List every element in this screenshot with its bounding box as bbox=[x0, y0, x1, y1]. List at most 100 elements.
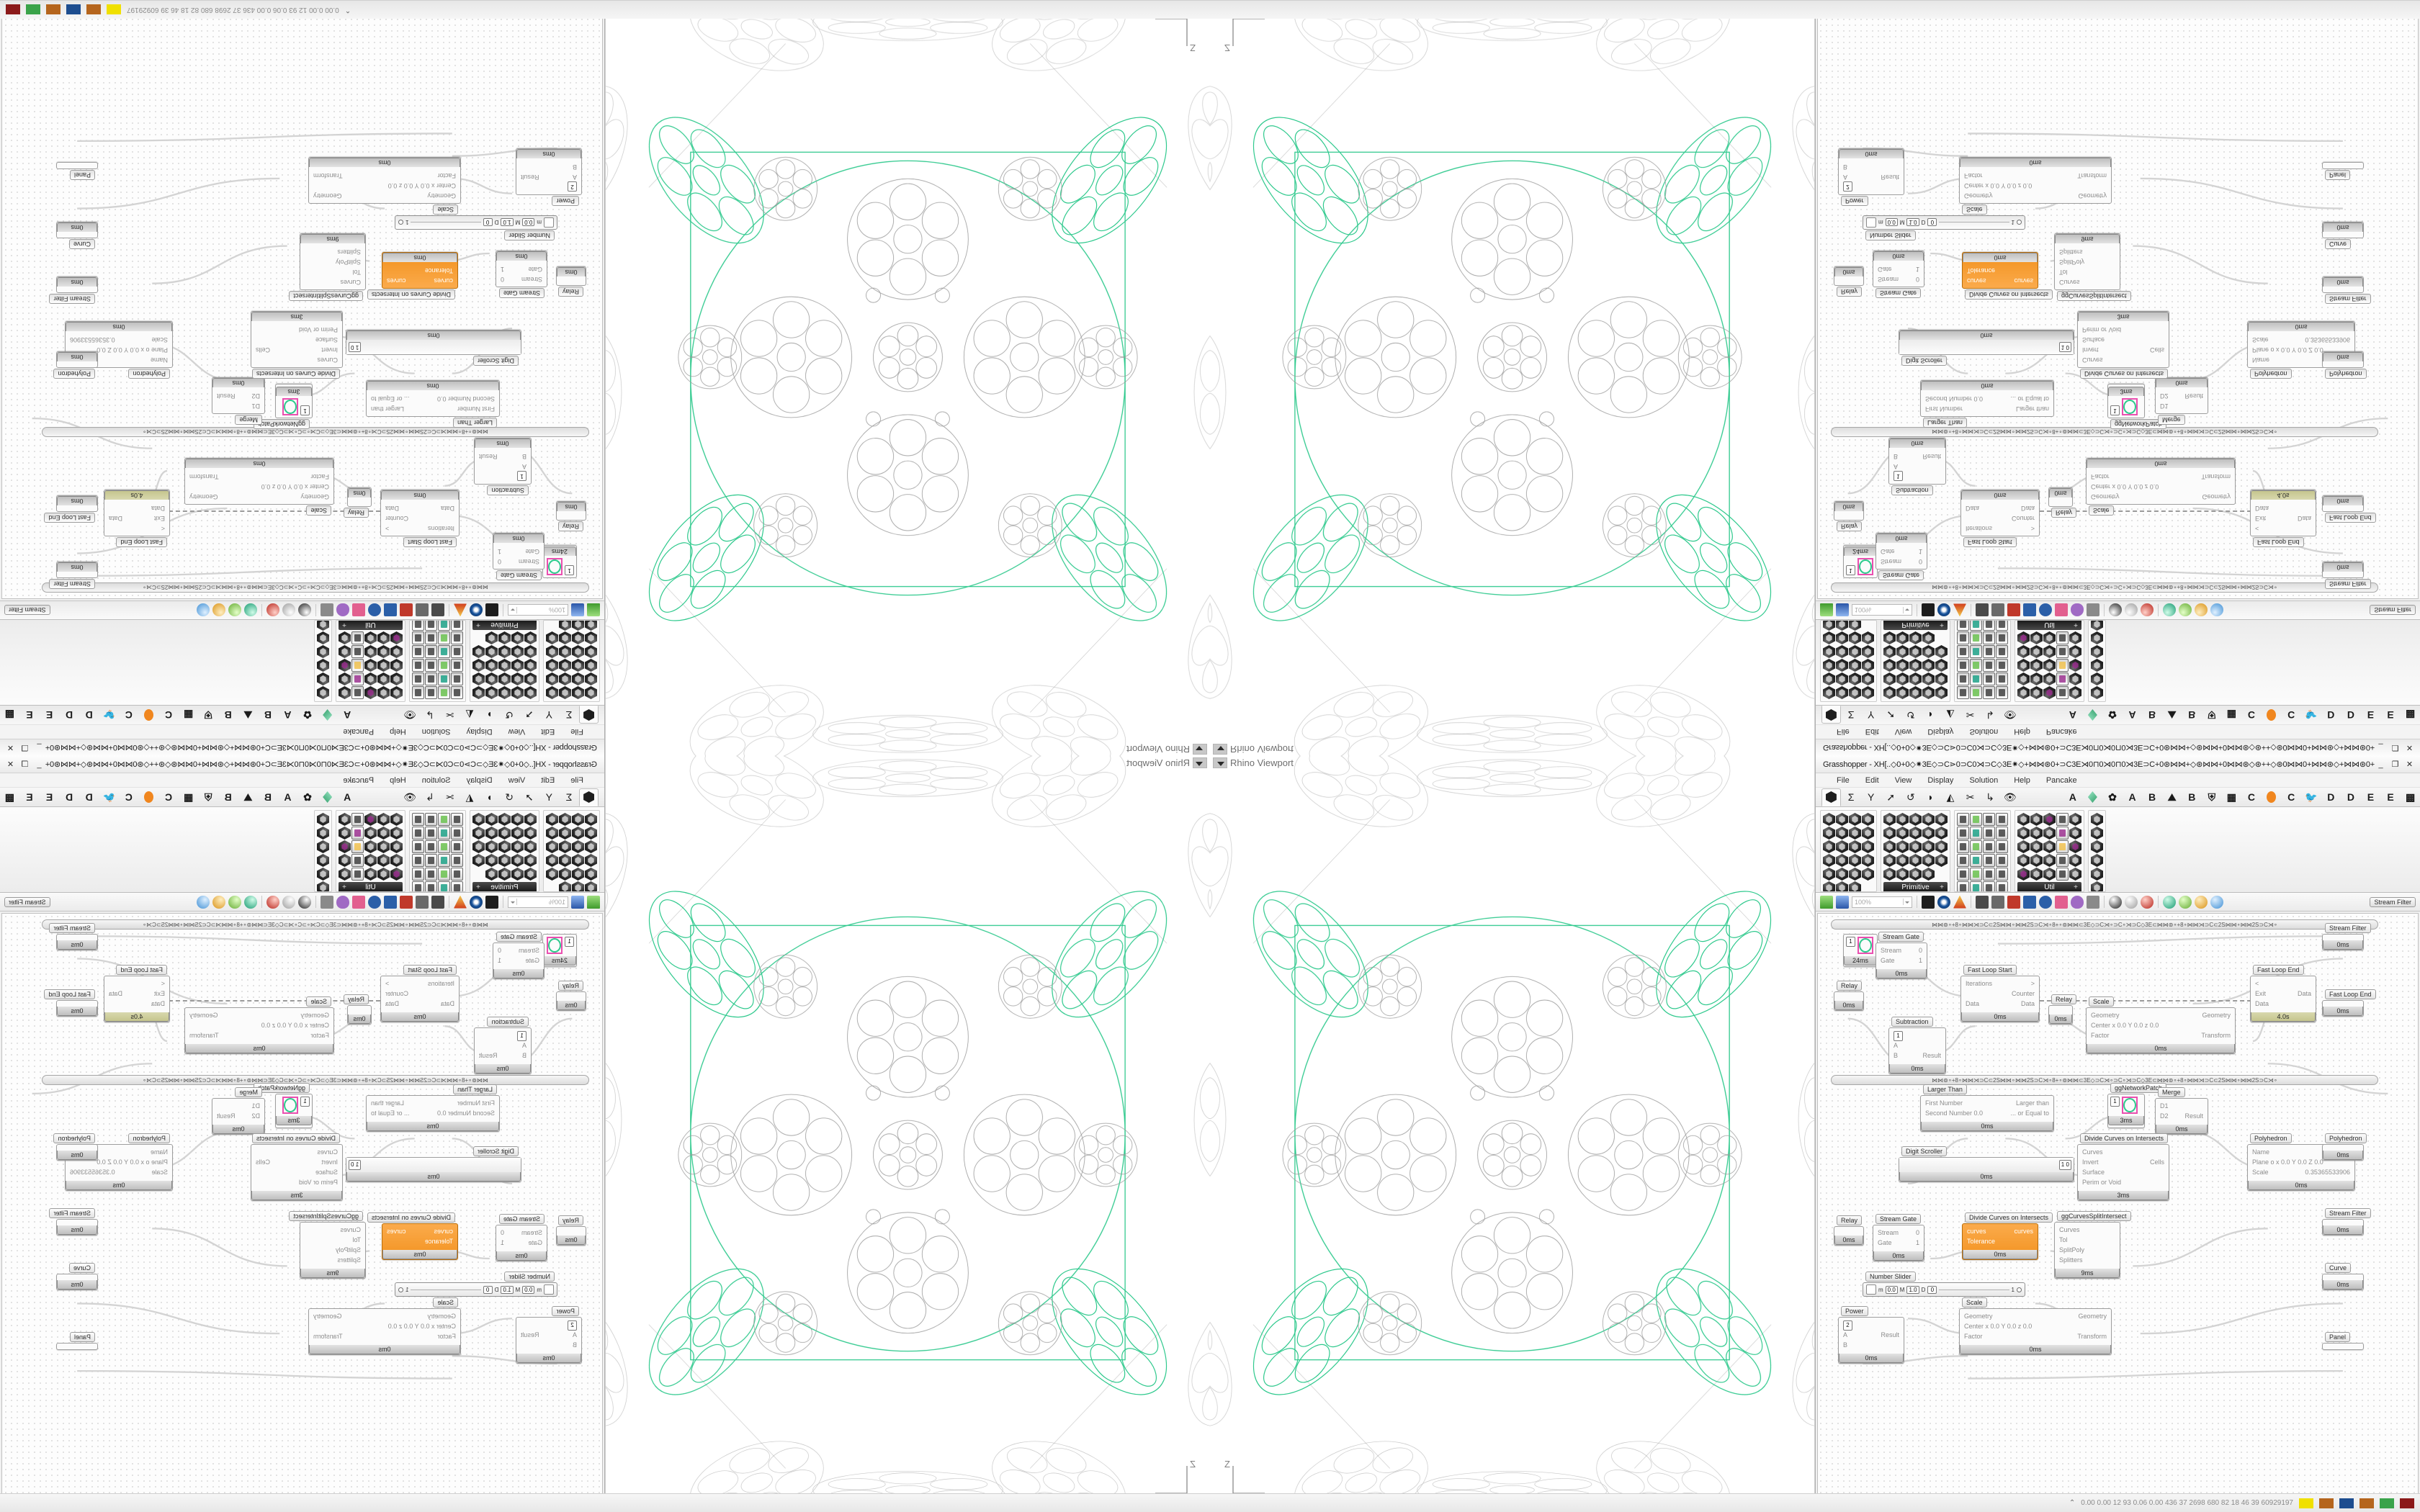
fast-loop-end-node[interactable]: < Exit Data Data 4.0s bbox=[104, 976, 170, 1022]
plugin-a-tab[interactable]: A bbox=[338, 706, 357, 724]
component-icon[interactable] bbox=[1970, 686, 1982, 699]
component-icon[interactable] bbox=[1922, 659, 1935, 672]
component-icon[interactable] bbox=[1883, 827, 1896, 840]
menu-item-file[interactable]: File bbox=[570, 727, 583, 737]
component-icon[interactable] bbox=[1883, 840, 1896, 853]
plugin-bird-tab[interactable]: 🐦 bbox=[99, 788, 119, 806]
digit-scroller-value[interactable]: 1 0 bbox=[349, 341, 362, 353]
gift-icon[interactable] bbox=[2055, 603, 2068, 617]
plugin-b2-tab[interactable]: B bbox=[218, 706, 238, 724]
balloon-icon[interactable] bbox=[336, 895, 349, 909]
component-icon[interactable] bbox=[2069, 827, 2081, 840]
component-icon[interactable] bbox=[1909, 672, 1922, 685]
component-icon[interactable] bbox=[2030, 827, 2043, 840]
menu-item-view[interactable]: View bbox=[508, 775, 526, 785]
stream-gate-node[interactable]: Stream 0 Gate 1 0ms bbox=[493, 942, 544, 979]
component-icon[interactable] bbox=[472, 659, 485, 672]
component-icon[interactable] bbox=[1996, 813, 2008, 826]
gg-network-patch-node[interactable]: 1 3ms bbox=[275, 1094, 313, 1128]
component-icon[interactable] bbox=[351, 659, 364, 672]
component-icon[interactable] bbox=[1836, 645, 1848, 658]
ribbon-group-extra[interactable] bbox=[2088, 810, 2106, 892]
relay-node-1[interactable]: 0ms bbox=[1834, 501, 1864, 521]
component-icon[interactable] bbox=[511, 827, 524, 840]
power-node[interactable]: 2 A Result B 0ms bbox=[1838, 1317, 1904, 1364]
stream-filter-node[interactable]: 0ms bbox=[56, 934, 98, 950]
toggle-swatch[interactable] bbox=[1857, 937, 1873, 954]
stream-gate-node[interactable]: Stream 0 Gate 1 0ms bbox=[1876, 533, 1927, 570]
plugin-grid-tab[interactable]: ▦ bbox=[2222, 788, 2241, 806]
component-icon[interactable] bbox=[472, 813, 485, 826]
component-icon[interactable] bbox=[1957, 854, 1969, 867]
ribbon-group-input[interactable]: Input bbox=[409, 620, 466, 702]
open-file-icon[interactable] bbox=[1820, 895, 1833, 909]
digit-scroller-value[interactable]: 1 0 bbox=[349, 1159, 362, 1171]
component-icon[interactable] bbox=[364, 827, 377, 840]
ribbon-tab-strip[interactable]: Σ Y ➚ ↺ ◗ ◭ ✂ ↳ 👁 A ✿ A B ⛰ B ⛨ ▦ C C 🐦 D D E E ▩ bbox=[1816, 705, 2420, 724]
slider-min-value[interactable]: 0.0 bbox=[1885, 218, 1898, 227]
component-icon[interactable] bbox=[1836, 620, 1848, 631]
viewport-tab[interactable]: Rhino Viewport bbox=[1213, 744, 1294, 755]
menu-item-solution[interactable]: Solution bbox=[421, 775, 451, 785]
component-icon[interactable] bbox=[546, 686, 558, 699]
relay-node-2[interactable]: 0ms bbox=[347, 1005, 372, 1025]
component-icon[interactable] bbox=[2069, 686, 2081, 699]
component-icon[interactable] bbox=[498, 631, 511, 644]
ribbon-group-geometry[interactable]: Geometry bbox=[1820, 810, 1877, 892]
plugin-mtn-tab[interactable]: ⛰ bbox=[238, 788, 258, 806]
surface-tab[interactable]: ◗ bbox=[480, 788, 499, 806]
component-icon[interactable] bbox=[2069, 631, 2081, 644]
color-swatch[interactable] bbox=[2319, 1498, 2334, 1508]
component-icon[interactable] bbox=[1996, 659, 2008, 672]
component-icon[interactable] bbox=[1849, 868, 1861, 881]
component-icon[interactable] bbox=[2043, 827, 2056, 840]
component-icon[interactable] bbox=[377, 854, 390, 867]
plugin-b-tab[interactable]: B bbox=[2143, 706, 2162, 724]
component-icon[interactable] bbox=[425, 672, 437, 685]
plugin-e2-tab[interactable]: E bbox=[2381, 788, 2401, 806]
slider-decimals[interactable]: 0 bbox=[483, 218, 493, 227]
component-icon[interactable] bbox=[1823, 672, 1835, 685]
component-icon[interactable] bbox=[1983, 631, 1995, 644]
plugin-b-tab[interactable]: B bbox=[2143, 788, 2162, 806]
component-icon[interactable] bbox=[1957, 881, 1969, 891]
component-icon[interactable] bbox=[1836, 659, 1848, 672]
minimize-button[interactable]: _ bbox=[2378, 760, 2383, 769]
ribbon-group-util[interactable]: Util bbox=[336, 620, 405, 702]
plugin-mtn-tab[interactable]: ⛰ bbox=[2162, 788, 2182, 806]
ribbon-group-label[interactable]: Primitive bbox=[472, 882, 537, 892]
component-icon[interactable] bbox=[425, 659, 437, 672]
fast-loop-end-node-2[interactable]: 0ms bbox=[2322, 495, 2364, 512]
component-icon[interactable] bbox=[2091, 620, 2103, 631]
larger-than-node[interactable]: First Number Larger than Second Number 0.0… bbox=[1920, 380, 2054, 417]
menu-item-pancake[interactable]: Pancake bbox=[2045, 775, 2077, 785]
preview-mode-icon[interactable] bbox=[431, 895, 444, 909]
color-swatch[interactable] bbox=[86, 4, 101, 15]
node-canvas[interactable]: ⋈⋈⊚∘+8∘⋈⋈⋊⊃C⊂2S⋈⋈∘⋈⋈2S⊃C⋊∘8+∘⊚⋈⋈⊂3E◇⊃C⋊∘… bbox=[1, 913, 603, 1496]
toggle-node[interactable]: 1 24ms bbox=[542, 545, 577, 578]
component-icon[interactable] bbox=[2017, 645, 2030, 658]
ribbon-group-geometry[interactable]: Geometry bbox=[543, 810, 600, 892]
plugin-c2-tab[interactable]: C bbox=[120, 706, 139, 724]
component-icon[interactable] bbox=[572, 620, 584, 631]
intersect-tab[interactable]: ✂ bbox=[1960, 788, 1980, 806]
component-icon[interactable] bbox=[559, 631, 571, 644]
gift-icon[interactable] bbox=[352, 895, 365, 909]
component-icon[interactable] bbox=[524, 868, 537, 881]
digit-scroller-node[interactable]: 1 0 0ms bbox=[346, 330, 521, 355]
component-icon[interactable] bbox=[2069, 854, 2081, 867]
component-icon[interactable] bbox=[559, 827, 571, 840]
transform-tab[interactable]: ↳ bbox=[421, 788, 440, 806]
rhino-viewport[interactable]: Rhino Viewport Z X bbox=[606, 0, 1210, 756]
component-icon[interactable] bbox=[2056, 659, 2069, 672]
component-icon[interactable] bbox=[351, 854, 364, 867]
relay-node-2[interactable]: 0ms bbox=[2048, 487, 2073, 507]
shade-green-icon[interactable] bbox=[228, 603, 241, 617]
component-icon[interactable] bbox=[2030, 645, 2043, 658]
scale-node[interactable]: Geometry Geometry Center x 0.0 Y 0.0 z 0.0… bbox=[2086, 1007, 2236, 1054]
component-icon[interactable] bbox=[2043, 813, 2056, 826]
plugin-leaf-tab[interactable] bbox=[2083, 788, 2102, 806]
plugin-a-tab[interactable]: A bbox=[2063, 788, 2083, 806]
toggle-swatch[interactable] bbox=[282, 1097, 298, 1114]
component-icon[interactable] bbox=[2030, 840, 2043, 853]
